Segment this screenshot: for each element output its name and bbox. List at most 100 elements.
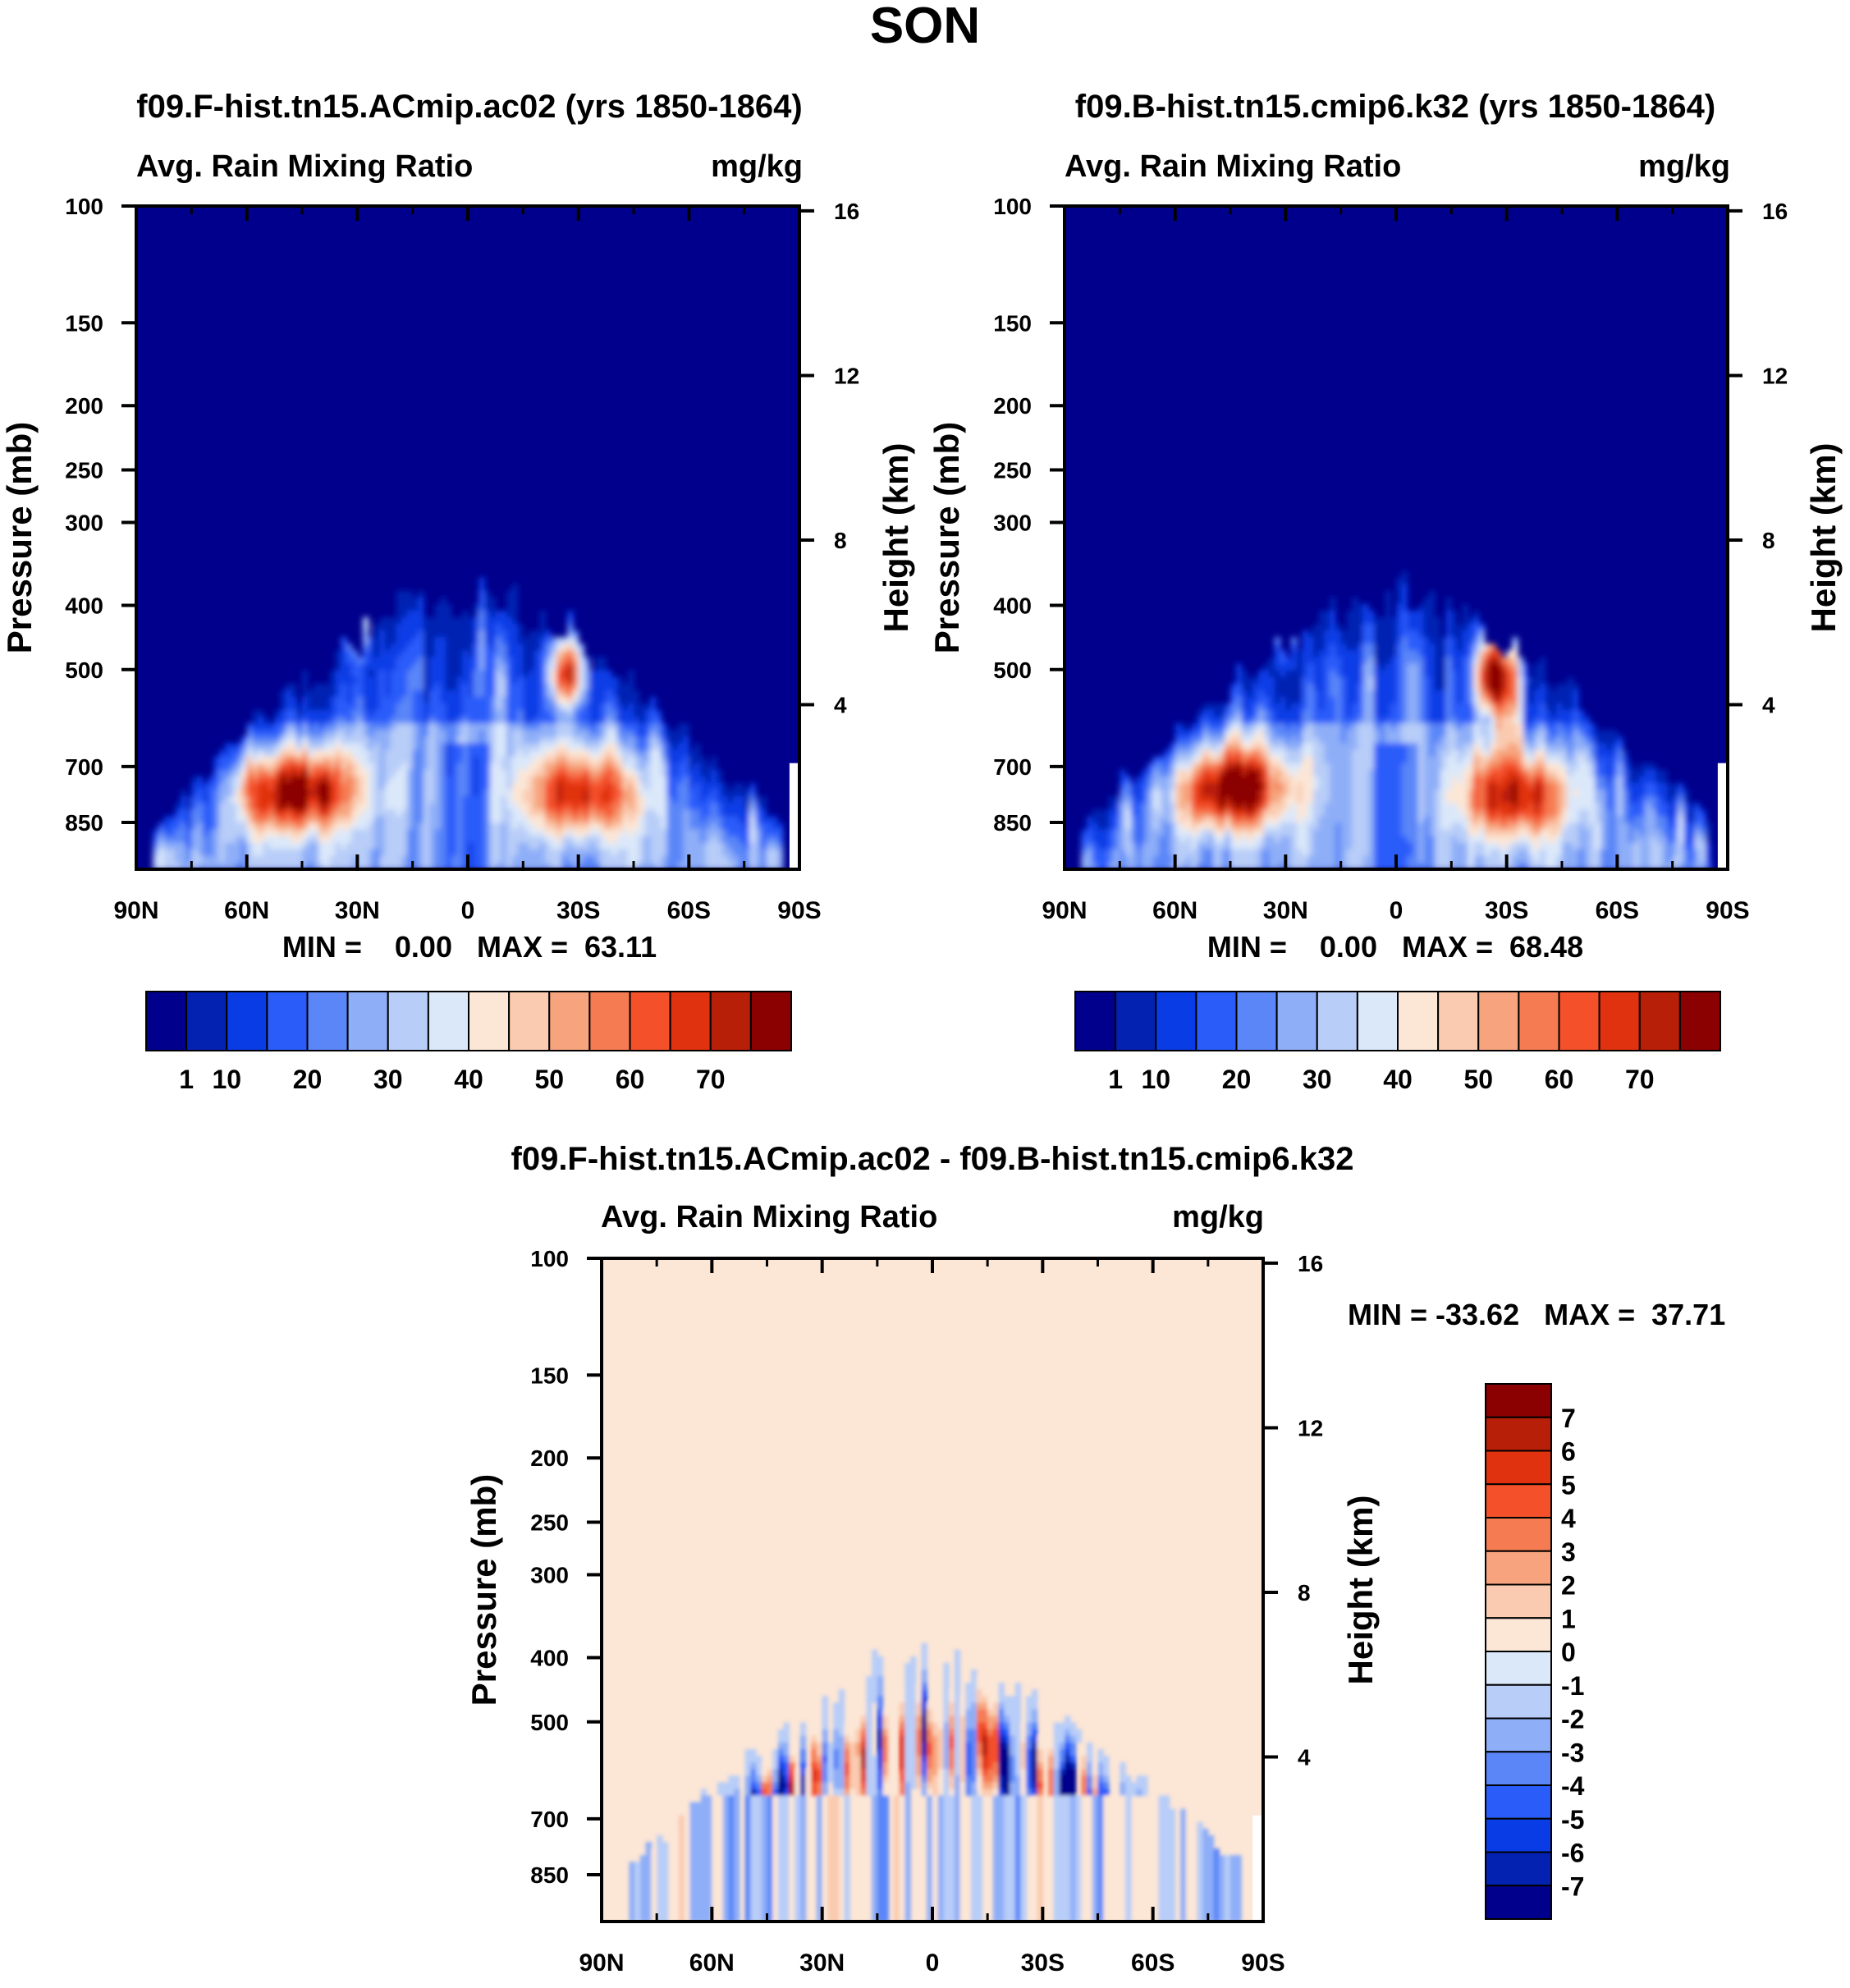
field-cell xyxy=(540,611,546,618)
field-cell xyxy=(418,650,424,657)
field-cell xyxy=(1374,677,1380,685)
field-cell xyxy=(396,730,401,737)
field-cell xyxy=(512,644,518,651)
field-cell xyxy=(556,836,562,844)
field-cell xyxy=(274,750,280,758)
field-cell xyxy=(1335,809,1341,817)
field-cell xyxy=(374,650,380,657)
field-cell xyxy=(1275,657,1280,664)
field-cell xyxy=(407,816,413,823)
field-cell xyxy=(1280,763,1286,771)
field-cell xyxy=(727,796,733,804)
field-cell xyxy=(666,830,672,837)
field-cell xyxy=(1358,730,1363,737)
field-cell xyxy=(225,850,231,857)
field-cell xyxy=(595,843,601,850)
field-cell xyxy=(1368,617,1374,625)
field-cell xyxy=(1153,816,1159,823)
field-cell xyxy=(1335,803,1341,810)
field-cell xyxy=(346,830,352,837)
field-cell xyxy=(308,690,314,698)
field-cell xyxy=(1368,856,1374,863)
field-cell xyxy=(391,684,396,691)
field-cell xyxy=(1390,757,1396,764)
field-cell xyxy=(662,750,667,758)
field-cell xyxy=(1307,650,1313,657)
field-cell xyxy=(1368,830,1374,837)
field-cell xyxy=(1220,736,1225,744)
field-cell xyxy=(1197,836,1203,844)
field-cell xyxy=(247,730,253,737)
field-cell xyxy=(1202,703,1208,711)
field-cell xyxy=(1352,783,1358,790)
field-cell xyxy=(1390,816,1396,823)
field-cell xyxy=(678,763,684,771)
field-cell xyxy=(1341,790,1347,797)
field-cell xyxy=(1208,843,1214,850)
field-cell xyxy=(385,637,391,644)
field-cell xyxy=(1230,836,1236,844)
field-cell xyxy=(252,856,258,863)
field-cell xyxy=(496,617,501,625)
field-cell xyxy=(363,723,369,731)
field-cell xyxy=(462,657,468,664)
field-cell xyxy=(540,657,546,664)
field-cell xyxy=(611,850,617,857)
field-cell xyxy=(706,856,712,863)
field-cell xyxy=(1230,723,1236,731)
field-cell xyxy=(706,816,712,823)
field-cell xyxy=(573,657,579,664)
field-cell xyxy=(1241,723,1247,731)
field-cell xyxy=(468,743,474,750)
field-cell xyxy=(1396,750,1402,758)
field-cell xyxy=(1275,750,1280,758)
field-cell xyxy=(236,822,241,830)
field-cell xyxy=(1236,684,1242,691)
field-cell xyxy=(1197,750,1203,758)
field-cell xyxy=(1153,790,1159,797)
field-cell xyxy=(241,790,247,797)
field-cell xyxy=(474,770,479,777)
field-cell xyxy=(1335,830,1341,837)
field-cell xyxy=(722,796,728,804)
field-cell xyxy=(1247,677,1252,685)
field-cell xyxy=(1390,743,1396,750)
field-cell xyxy=(429,757,435,764)
field-cell xyxy=(186,809,192,817)
field-cell xyxy=(1352,664,1358,671)
field-cell xyxy=(391,710,396,717)
field-cell xyxy=(1275,850,1280,857)
field-cell xyxy=(1396,763,1402,771)
field-cell xyxy=(1153,803,1159,810)
field-cell xyxy=(291,850,297,857)
field-cell xyxy=(496,796,501,804)
field-cell xyxy=(1402,584,1408,592)
field-cell xyxy=(656,730,662,737)
field-cell xyxy=(1170,809,1175,817)
field-cell xyxy=(474,650,479,657)
field-cell xyxy=(711,850,717,857)
field-cell xyxy=(1291,664,1297,671)
field-cell xyxy=(286,796,291,804)
field-cell xyxy=(1330,684,1335,691)
field-cell xyxy=(435,697,441,704)
field-cell xyxy=(1363,776,1369,784)
field-cell xyxy=(252,803,258,810)
field-cell xyxy=(1363,822,1369,830)
field-cell xyxy=(457,803,463,810)
field-cell xyxy=(1402,624,1408,631)
field-cell xyxy=(1180,836,1186,844)
field-cell xyxy=(401,757,407,764)
field-cell xyxy=(1346,717,1352,724)
field-cell xyxy=(1202,743,1208,750)
field-cell xyxy=(468,717,474,724)
field-cell xyxy=(1352,677,1358,685)
field-cell xyxy=(506,736,512,744)
field-cell xyxy=(662,850,667,857)
field-cell xyxy=(363,697,369,704)
field-cell xyxy=(191,776,197,784)
field-cell xyxy=(418,664,424,671)
field-cell xyxy=(1413,677,1418,685)
field-cell xyxy=(286,856,291,863)
field-cell xyxy=(700,796,706,804)
